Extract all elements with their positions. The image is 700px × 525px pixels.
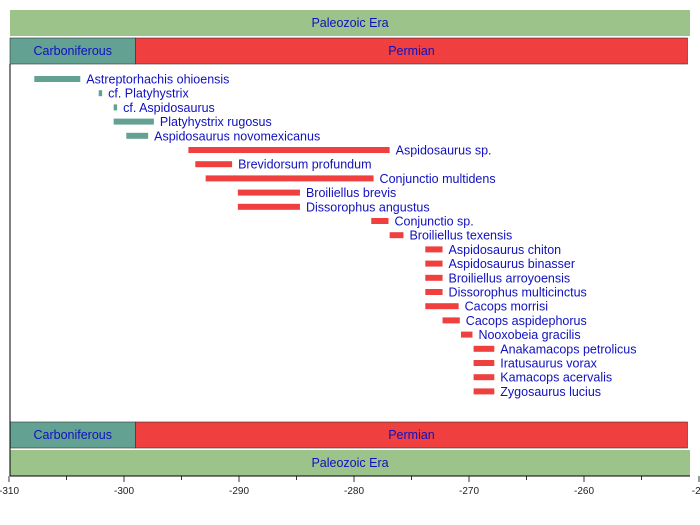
taxon-label: Anakamacops petrolicus [500,342,636,356]
top-era-label: Paleozoic Era [311,16,388,30]
taxon-label: cf. Platyhystrix [108,87,189,101]
taxon-label: Conjunctio multidens [380,172,496,186]
x-tick-label: -280 [344,486,364,497]
bottom-era-label: Paleozoic Era [311,456,388,470]
x-tick-label: -310 [0,486,19,497]
x-tick-label: -25 [692,486,700,497]
taxon-range-bar [473,388,495,395]
taxon-label: Cacops morrisi [465,300,548,314]
taxon-range-bar [98,90,103,97]
taxon-label: Kamacops acervalis [500,371,612,385]
taxon-label: Broiliellus texensis [409,229,512,243]
taxon-label: cf. Aspidosaurus [123,101,215,115]
taxon-label: Nooxobeia gracilis [478,328,580,342]
x-tick-label: -260 [574,486,594,497]
taxon-label: Dissorophus multicinctus [449,286,587,300]
taxon-range-bar [425,303,459,310]
taxon-label: Zygosaurus lucius [500,385,601,399]
taxon-range-bar [195,161,233,168]
x-tick-label: -270 [459,486,479,497]
taxon-label: Iratusaurus vorax [500,357,597,371]
taxon-range-bar [237,189,300,196]
taxon-label: Aspidosaurus binasser [449,257,575,271]
top-period-label: Permian [388,44,435,58]
bottom-era-band [10,450,690,476]
bottom-period-band [135,421,688,449]
x-tick-label: -290 [229,486,249,497]
taxon-label: Broiliellus brevis [306,186,396,200]
top-era-band [10,10,690,36]
taxon-range-bar [473,345,495,352]
taxon-label: Brevidorsum profundum [238,158,371,172]
taxon-range-bar [460,331,473,338]
taxon-range-bar [473,360,495,366]
taxon-range-bar [425,260,443,267]
taxon-range-bar [126,132,149,139]
taxon-label: Aspidosaurus novomexicanus [154,129,320,143]
taxon-range-bar [425,289,443,295]
taxon-range-bar [34,76,81,82]
bottom-period-label: Carboniferous [33,428,112,442]
taxon-range-bar [237,203,300,210]
taxon-range-bar [389,232,404,239]
taxon-label: Aspidosaurus sp. [396,144,492,158]
bottom-period-label: Permian [388,428,435,442]
taxon-label: Cacops aspidephorus [466,314,587,328]
taxon-range-bar [205,175,374,182]
taxon-range-bar [371,218,389,224]
top-period-band [135,37,688,65]
taxon-label: Astreptorhachis ohioensis [86,73,229,87]
taxon-range-bar [113,118,154,125]
taxon-range-bar [188,147,390,153]
taxon-label: Conjunctio sp. [395,215,474,229]
taxon-label: Dissorophus angustus [306,200,430,214]
taxon-label: Platyhystrix rugosus [160,115,272,129]
taxon-label: Broiliellus arroyoensis [449,271,571,285]
taxon-label: Aspidosaurus chiton [449,243,562,257]
taxon-range-bar [473,374,495,381]
top-period-band [9,37,136,65]
taxon-range-bar [425,246,443,253]
x-tick-label: -300 [114,486,134,497]
taxon-range-bar [442,317,460,324]
taxon-range-bar [113,104,118,111]
top-period-label: Carboniferous [33,44,112,58]
taxon-range-bar [425,274,443,281]
